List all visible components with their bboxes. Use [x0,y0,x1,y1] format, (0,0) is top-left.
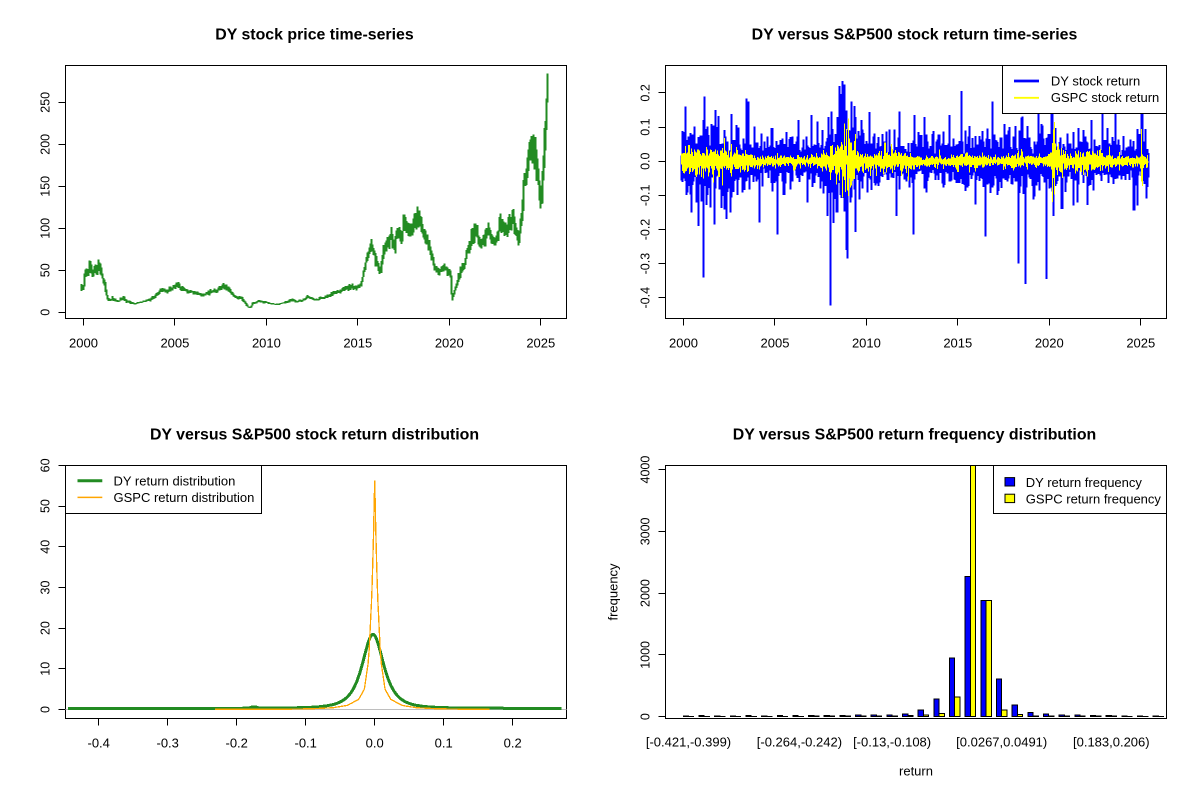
svg-text:4000: 4000 [639,456,653,484]
svg-text:GSPC return frequency: GSPC return frequency [1026,492,1162,507]
svg-text:GSPC return distribution: GSPC return distribution [114,490,255,505]
svg-text:0.2: 0.2 [504,736,522,751]
svg-text:100: 100 [39,218,53,239]
svg-text:2000: 2000 [639,579,653,607]
svg-text:-0.1: -0.1 [639,184,653,206]
svg-text:2020: 2020 [1035,336,1064,351]
svg-text:30: 30 [39,581,53,595]
svg-text:2000: 2000 [669,336,698,351]
svg-text:20: 20 [39,621,53,635]
svg-text:2005: 2005 [160,336,189,351]
svg-text:GSPC stock return: GSPC stock return [1051,90,1159,105]
svg-text:DY versus S&P500 stock return: DY versus S&P500 stock return time-serie… [752,27,1078,44]
svg-text:[-0.421,-0.399): [-0.421,-0.399) [646,735,731,750]
svg-text:2005: 2005 [761,336,790,351]
svg-text:-0.2: -0.2 [639,219,653,241]
svg-text:[-0.264,-0.242): [-0.264,-0.242) [757,735,842,750]
svg-text:DY return distribution: DY return distribution [114,473,236,488]
svg-text:0.1: 0.1 [435,736,453,751]
svg-text:1000: 1000 [639,641,653,669]
svg-text:DY versus S&P500 return freque: DY versus S&P500 return frequency distri… [733,427,1097,444]
svg-text:-0.4: -0.4 [639,287,653,309]
svg-text:200: 200 [39,134,53,155]
svg-text:-0.1: -0.1 [294,736,316,751]
svg-text:[0.0267,0.0491): [0.0267,0.0491) [956,735,1047,750]
svg-text:50: 50 [39,263,53,277]
svg-text:2025: 2025 [526,336,555,351]
svg-text:0.2: 0.2 [639,84,653,101]
svg-text:0: 0 [39,706,53,713]
svg-text:2010: 2010 [252,336,281,351]
svg-text:-0.3: -0.3 [639,253,653,275]
svg-text:150: 150 [39,176,53,197]
svg-text:2010: 2010 [852,336,881,351]
svg-text:60: 60 [39,458,53,472]
svg-text:DY versus S&P500 stock return: DY versus S&P500 stock return distributi… [150,427,479,444]
svg-text:2000: 2000 [69,336,98,351]
svg-text:0: 0 [39,309,53,316]
svg-text:2015: 2015 [343,336,372,351]
svg-text:DY return frequency: DY return frequency [1026,475,1143,490]
svg-text:-0.4: -0.4 [87,736,109,751]
svg-text:40: 40 [39,540,53,554]
svg-text:2025: 2025 [1126,336,1155,351]
svg-text:0.0: 0.0 [366,736,384,751]
svg-text:0.1: 0.1 [639,118,653,135]
svg-text:[0.183,0.206): [0.183,0.206) [1073,735,1150,750]
svg-text:2020: 2020 [435,336,464,351]
svg-text:-0.2: -0.2 [225,736,247,751]
svg-text:DY stock return: DY stock return [1051,74,1140,89]
svg-text:0.0: 0.0 [639,152,653,169]
svg-text:0: 0 [639,713,653,720]
svg-text:50: 50 [39,499,53,513]
svg-text:2015: 2015 [943,336,972,351]
svg-text:250: 250 [39,92,53,113]
svg-text:10: 10 [39,662,53,676]
svg-text:frequency: frequency [606,563,621,621]
svg-text:[-0.13,-0.108): [-0.13,-0.108) [853,735,931,750]
svg-text:-0.3: -0.3 [156,736,178,751]
svg-text:return: return [899,764,933,779]
svg-text:DY stock price time-series: DY stock price time-series [215,27,414,44]
svg-text:3000: 3000 [639,517,653,545]
